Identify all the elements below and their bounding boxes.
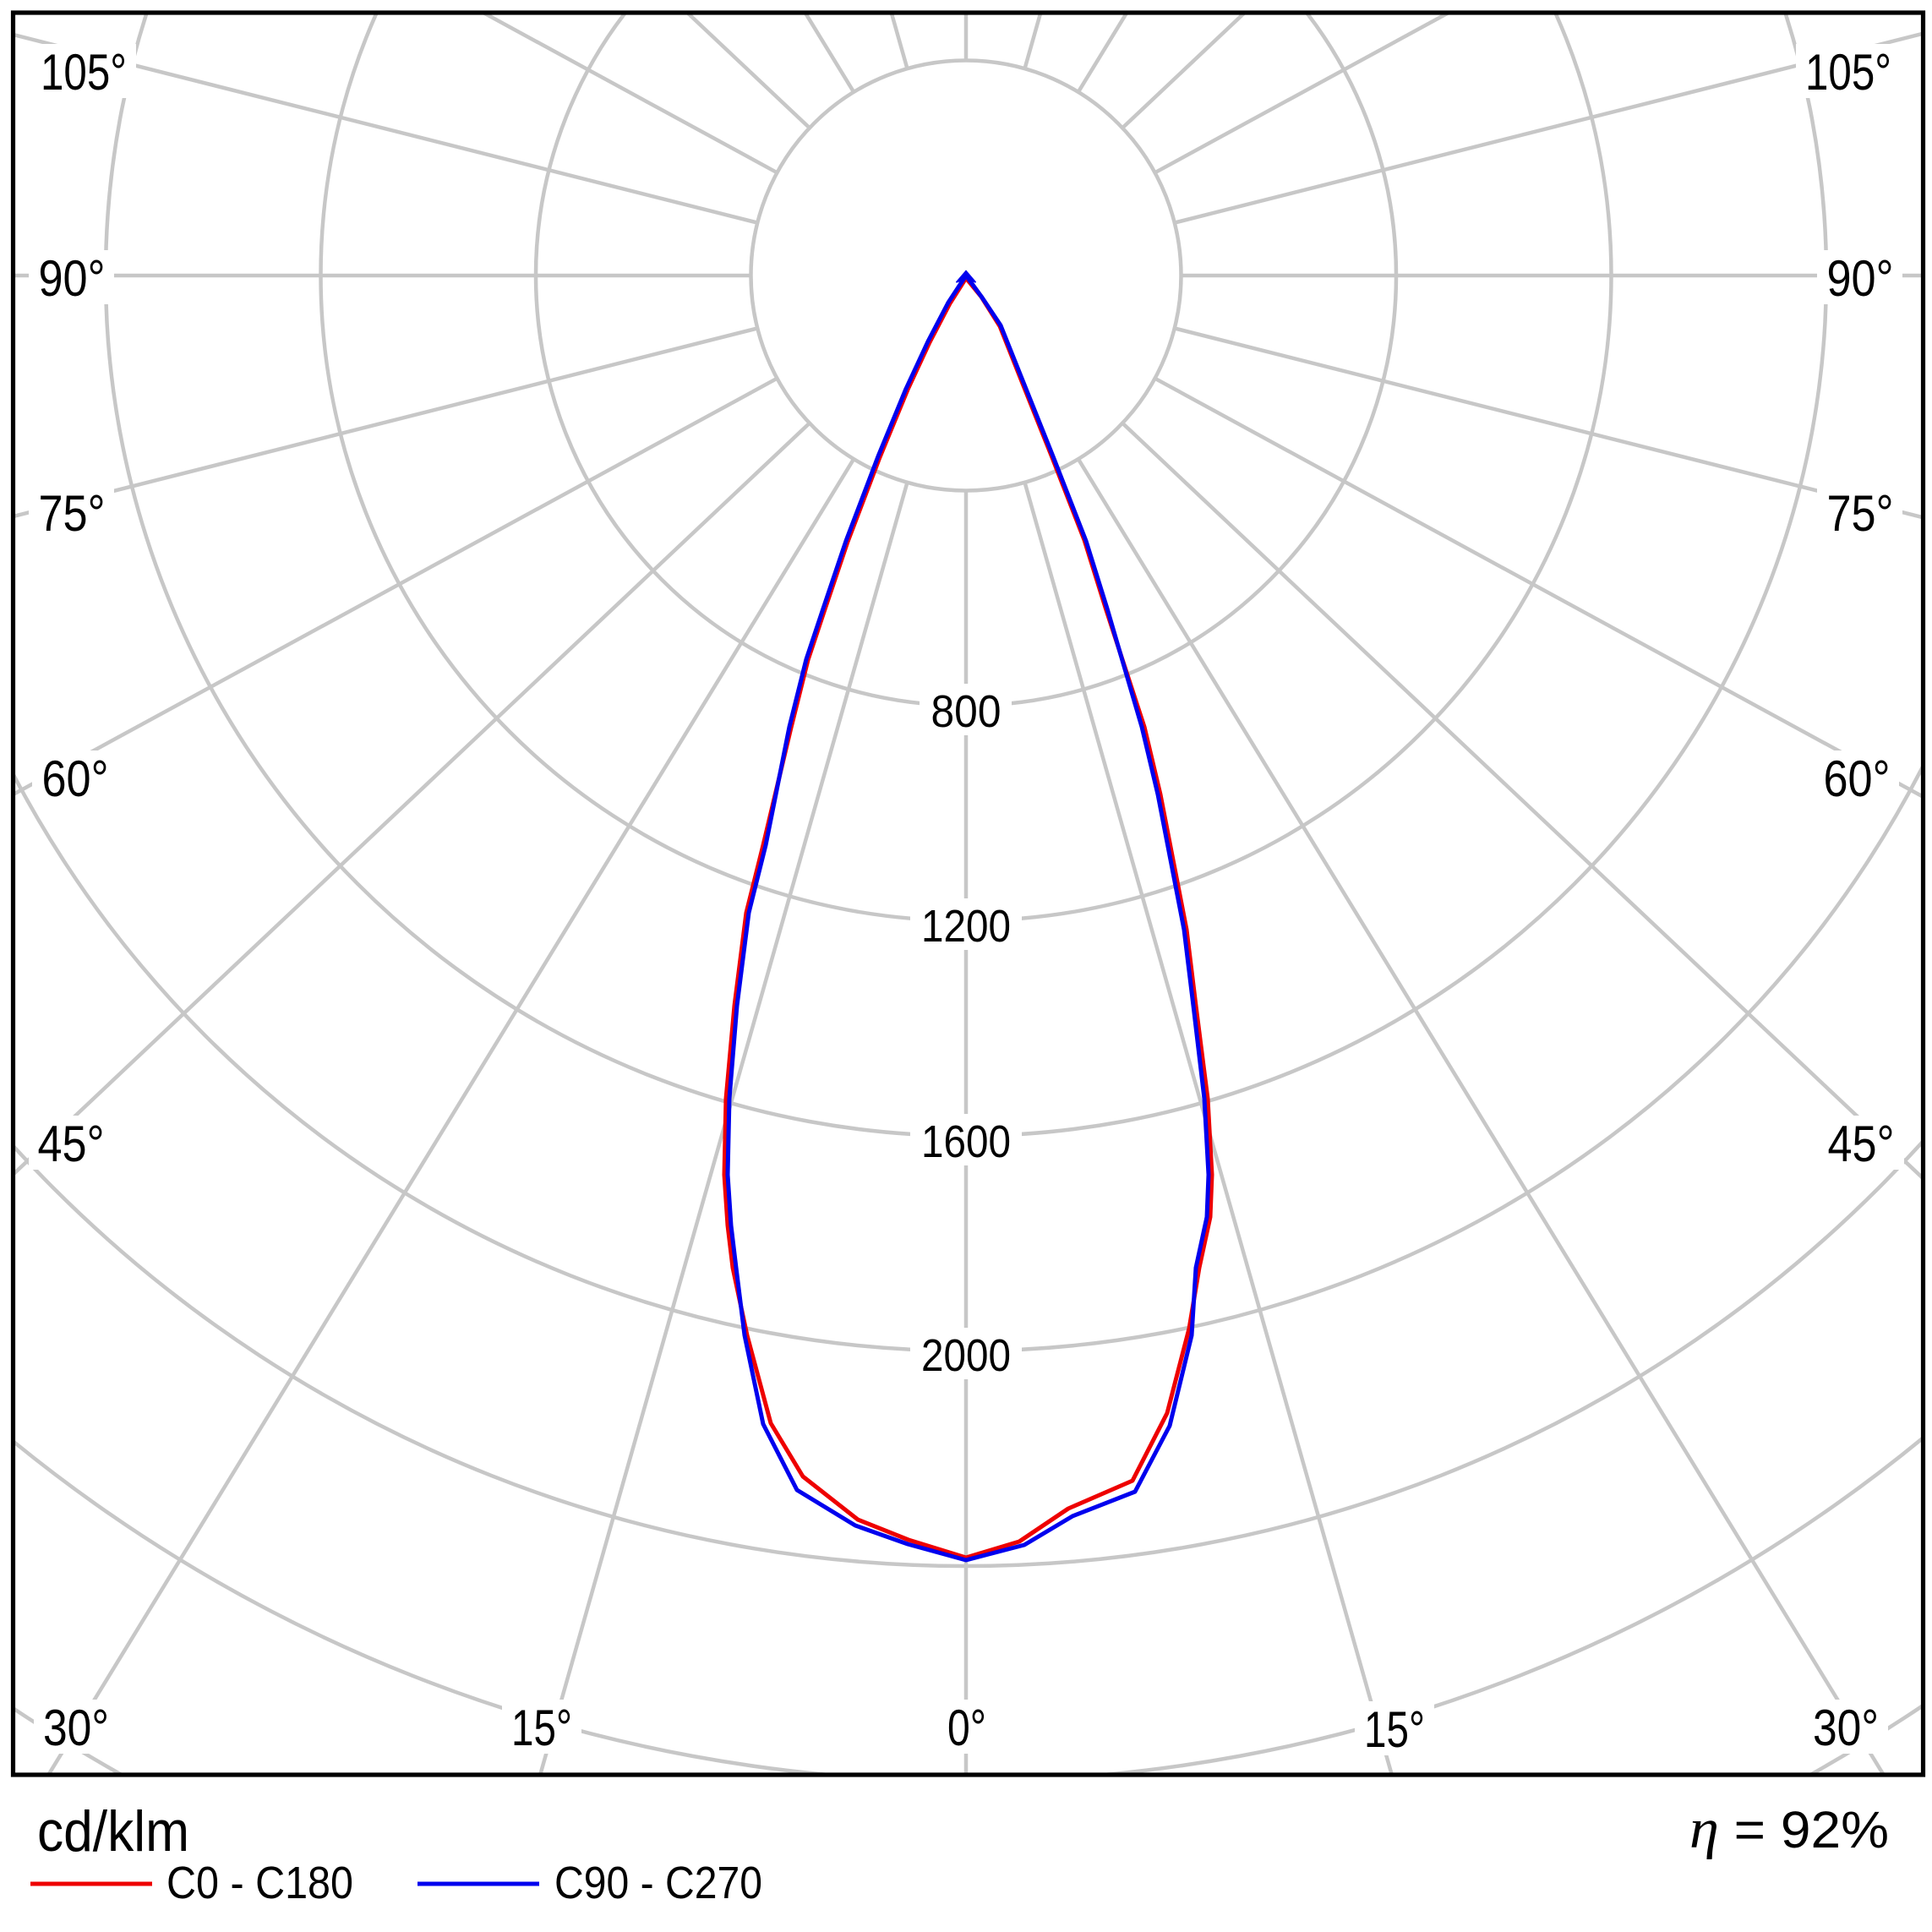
- svg-text:2000: 2000: [921, 1330, 1011, 1381]
- svg-text:90°: 90°: [39, 250, 106, 307]
- svg-text:60°: 60°: [42, 750, 109, 807]
- svg-text:cd/klm: cd/klm: [37, 1799, 189, 1864]
- svg-text:1200: 1200: [921, 901, 1011, 952]
- svg-text:15°: 15°: [1364, 1701, 1425, 1758]
- svg-text:C90 - C270: C90 - C270: [554, 1858, 762, 1908]
- svg-text:η = 92%: η = 92%: [1689, 1798, 1889, 1860]
- svg-text:105°: 105°: [41, 44, 127, 101]
- svg-text:105°: 105°: [1805, 44, 1891, 101]
- svg-text:90°: 90°: [1827, 250, 1894, 307]
- svg-text:75°: 75°: [1827, 485, 1894, 542]
- svg-text:0°: 0°: [947, 1700, 986, 1756]
- svg-text:800: 800: [931, 686, 1001, 737]
- svg-text:1600: 1600: [921, 1116, 1011, 1167]
- svg-text:45°: 45°: [1828, 1116, 1895, 1172]
- svg-text:45°: 45°: [38, 1116, 105, 1172]
- svg-text:60°: 60°: [1824, 750, 1891, 807]
- svg-text:C0 - C180: C0 - C180: [166, 1858, 353, 1908]
- svg-text:75°: 75°: [39, 485, 106, 542]
- svg-text:15°: 15°: [511, 1700, 572, 1756]
- svg-text:30°: 30°: [43, 1700, 109, 1756]
- svg-text:30°: 30°: [1813, 1700, 1879, 1756]
